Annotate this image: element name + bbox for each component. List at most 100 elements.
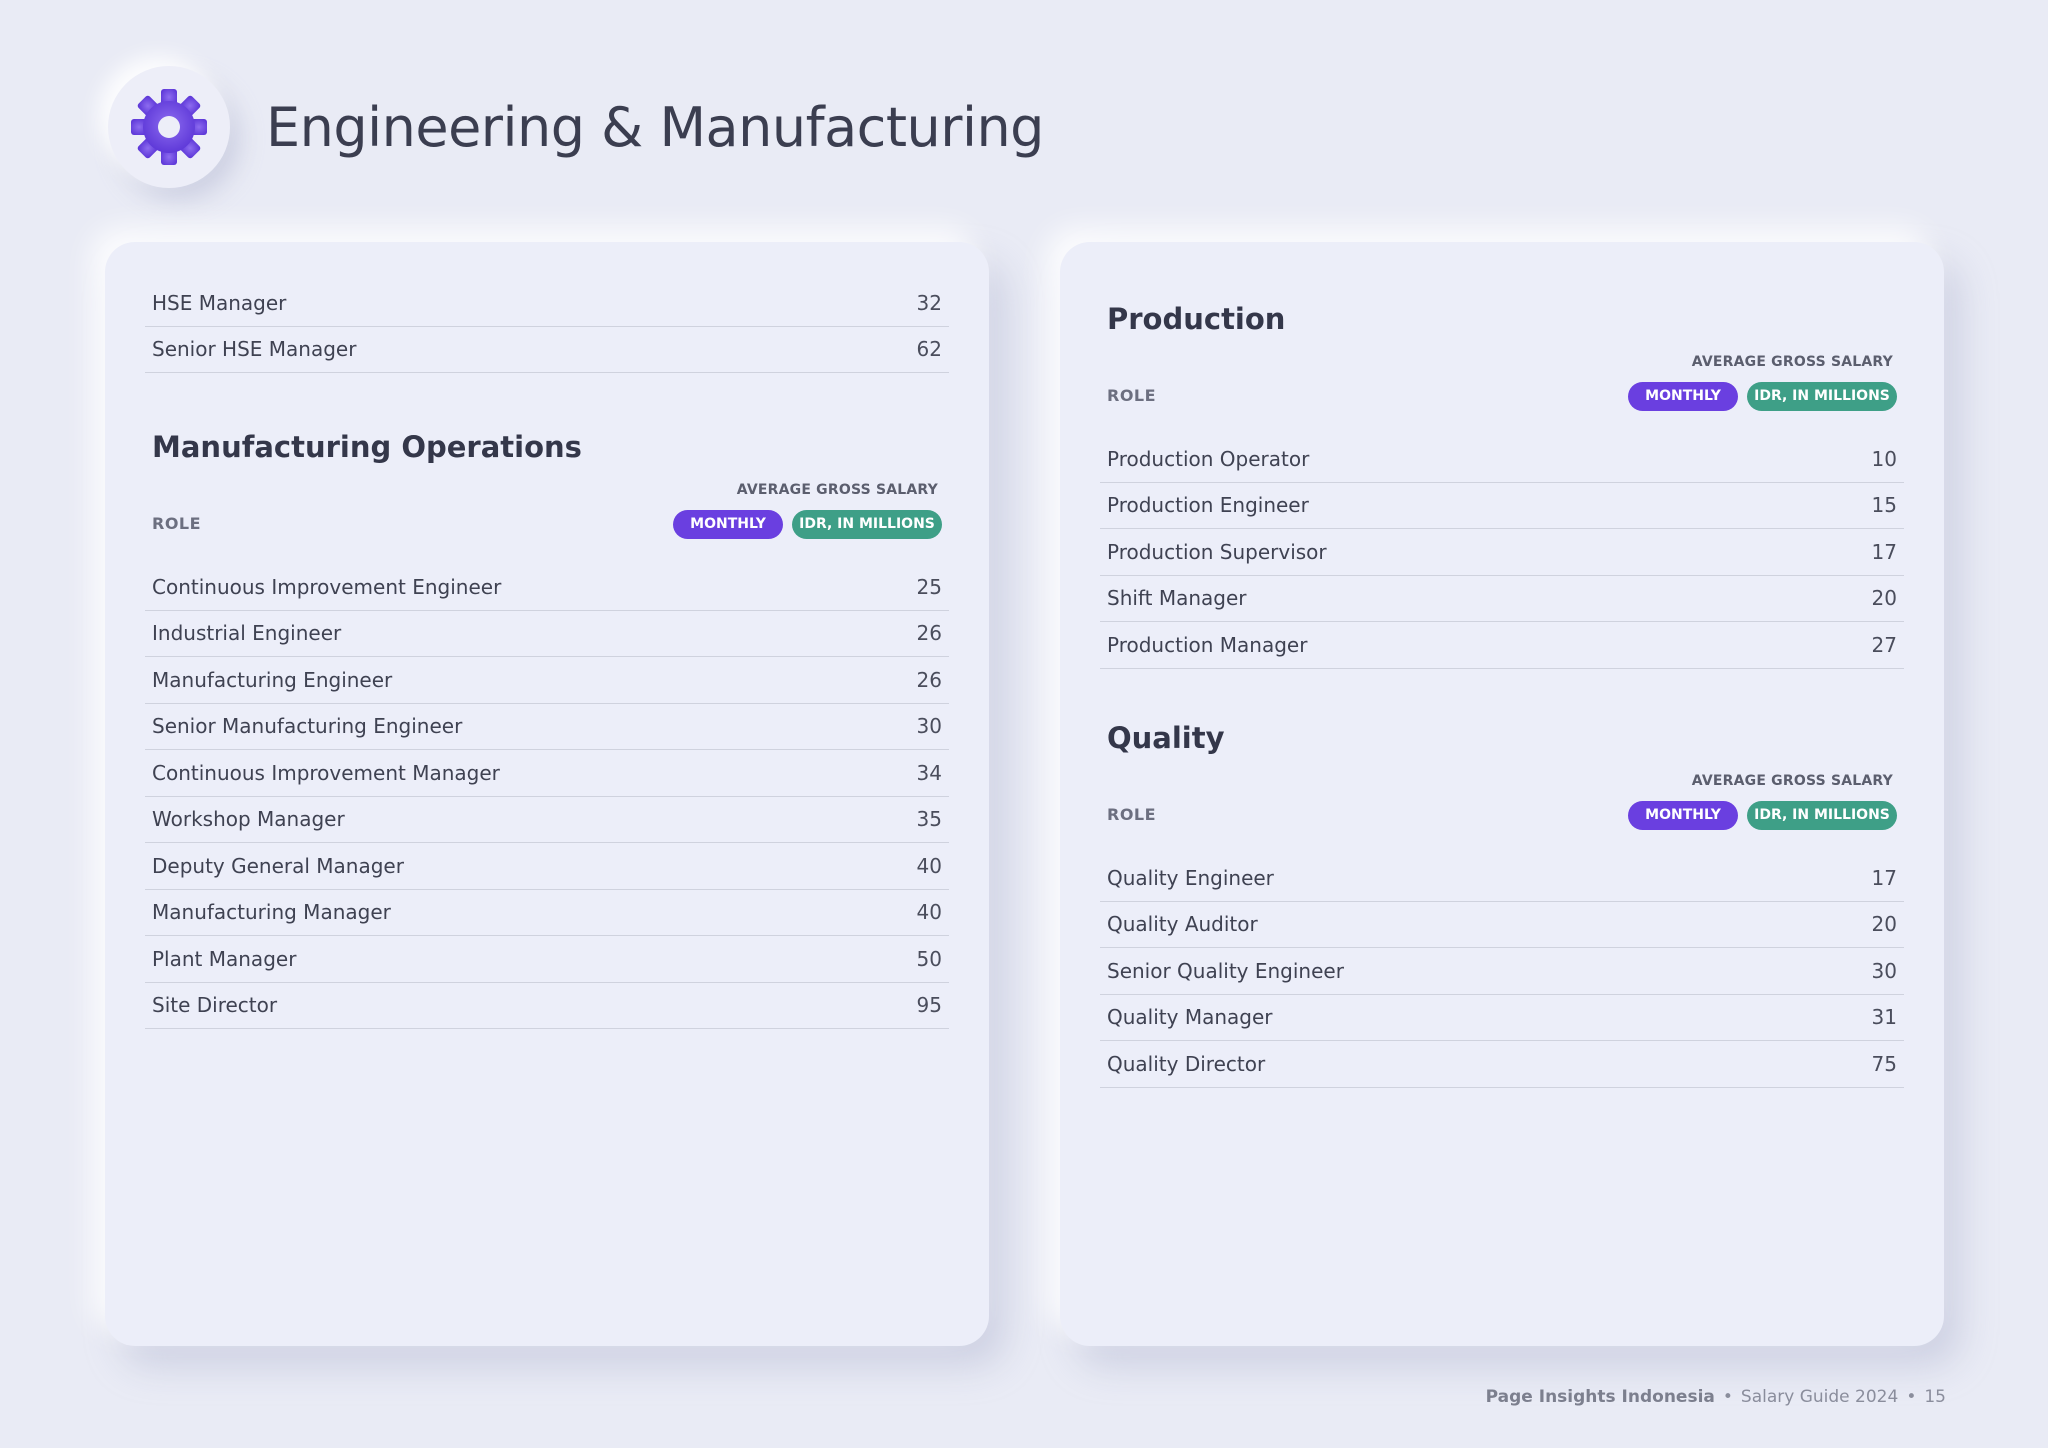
salary-cell: 15 [1871,493,1897,518]
table-header: ROLE AVERAGE GROSS SALARY MONTHLY IDR, I… [1100,354,1904,436]
role-cell: Senior Manufacturing Engineer [152,714,463,739]
table-row: Quality Auditor 20 [1100,902,1904,948]
table-row: Workshop Manager 35 [145,797,949,843]
table-row: Deputy General Manager 40 [145,843,949,890]
table-row: Continuous Improvement Manager 34 [145,750,949,797]
salary-cell: 32 [916,290,942,315]
salary-cell: 95 [916,993,942,1018]
table-row: Quality Manager 31 [1100,995,1904,1041]
role-cell: Workshop Manager [152,807,345,832]
table-row: Industrial Engineer 26 [145,611,949,657]
currency-badge: IDR, IN MILLIONS [1747,382,1897,411]
manufacturing-section: Manufacturing Operations ROLE AVERAGE GR… [145,430,949,1029]
role-cell: Continuous Improvement Engineer [152,574,502,599]
page-header: Engineering & Manufacturing [108,66,1044,188]
section-title: Quality [1107,721,1225,755]
salary-cell: 40 [916,853,942,878]
table-row: Production Operator 10 [1100,436,1904,483]
salary-cell: 35 [916,807,942,832]
role-column-header: ROLE [152,514,202,533]
role-cell: Site Director [152,993,278,1018]
salary-cell: 27 [1871,632,1897,657]
table-row: Senior Manufacturing Engineer 30 [145,704,949,750]
salary-column-header: AVERAGE GROSS SALARY [1691,354,1893,370]
gear-icon [131,89,207,165]
role-cell: Quality Director [1107,1051,1266,1076]
badge-group: MONTHLY IDR, IN MILLIONS [673,510,942,539]
table-row: Production Supervisor 17 [1100,529,1904,576]
monthly-badge: MONTHLY [673,510,783,539]
badge-group: MONTHLY IDR, IN MILLIONS [1628,801,1897,830]
table-row: Manufacturing Manager 40 [145,890,949,936]
role-cell: Senior HSE Manager [152,337,357,362]
quality-rows: Quality Engineer 17 Quality Auditor 20 Sen… [1100,855,1904,1088]
table-row: Quality Engineer 17 [1100,855,1904,902]
role-cell: Quality Auditor [1107,912,1258,937]
salary-cell: 26 [916,667,942,692]
left-card: HSE Manager 32 Senior HSE Manager 62 Man… [105,242,989,1346]
right-card: Production ROLE AVERAGE GROSS SALARY MON… [1060,242,1944,1346]
role-cell: Shift Manager [1107,586,1247,611]
manufacturing-rows: Continuous Improvement Engineer 25 Indust… [145,564,949,1029]
salary-cell: 20 [1871,586,1897,611]
footer-separator: • [1906,1387,1917,1407]
role-column-header: ROLE [1107,386,1157,405]
role-cell: Quality Manager [1107,1005,1273,1030]
table-row: Senior HSE Manager 62 [145,327,949,373]
badge-group: MONTHLY IDR, IN MILLIONS [1628,382,1897,411]
page-title: Engineering & Manufacturing [266,95,1044,159]
salary-cell: 30 [916,714,942,739]
salary-cell: 17 [1871,865,1897,890]
salary-cell: 40 [916,900,942,925]
salary-cell: 10 [1871,446,1897,471]
salary-cell: 20 [1871,912,1897,937]
role-cell: Deputy General Manager [152,853,404,878]
page-number: 15 [1924,1387,1946,1407]
table-header: ROLE AVERAGE GROSS SALARY MONTHLY IDR, I… [145,482,949,564]
role-cell: Manufacturing Manager [152,900,391,925]
salary-column-header: AVERAGE GROSS SALARY [736,482,938,498]
table-row: Production Engineer 15 [1100,483,1904,529]
monthly-badge: MONTHLY [1628,801,1738,830]
quality-section: Quality ROLE AVERAGE GROSS SALARY MONTHL… [1100,721,1904,1088]
footer-separator: • [1722,1387,1733,1407]
currency-badge: IDR, IN MILLIONS [1747,801,1897,830]
salary-cell: 26 [916,621,942,646]
salary-column-header: AVERAGE GROSS SALARY [1691,773,1893,789]
salary-cell: 31 [1871,1005,1897,1030]
salary-cell: 75 [1871,1051,1897,1076]
table-row: Continuous Improvement Engineer 25 [145,564,949,611]
role-cell: Production Engineer [1107,493,1309,518]
monthly-badge: MONTHLY [1628,382,1738,411]
hse-table: HSE Manager 32 Senior HSE Manager 62 [145,280,949,373]
salary-cell: 30 [1871,958,1897,983]
role-cell: Production Operator [1107,446,1310,471]
role-cell: HSE Manager [152,290,287,315]
role-cell: Plant Manager [152,946,297,971]
role-cell: Production Manager [1107,632,1308,657]
table-row: Senior Quality Engineer 30 [1100,948,1904,995]
role-cell: Continuous Improvement Manager [152,760,500,785]
table-row: Production Manager 27 [1100,622,1904,669]
page-footer: Page Insights Indonesia • Salary Guide 202… [1486,1387,1946,1407]
production-section: Production ROLE AVERAGE GROSS SALARY MON… [1100,302,1904,669]
table-row: Shift Manager 20 [1100,576,1904,622]
role-cell: Industrial Engineer [152,621,342,646]
section-title: Manufacturing Operations [152,430,582,464]
gear-badge [108,66,230,188]
section-title: Production [1107,302,1286,336]
table-row: Site Director 95 [145,983,949,1029]
salary-cell: 25 [916,574,942,599]
table-row: Manufacturing Engineer 26 [145,657,949,704]
salary-cell: 34 [916,760,942,785]
role-cell: Quality Engineer [1107,865,1274,890]
footer-brand: Page Insights Indonesia [1485,1387,1715,1407]
role-column-header: ROLE [1107,805,1157,824]
role-cell: Senior Quality Engineer [1107,958,1344,983]
table-row: Quality Director 75 [1100,1041,1904,1088]
role-cell: Manufacturing Engineer [152,667,393,692]
table-header: ROLE AVERAGE GROSS SALARY MONTHLY IDR, I… [1100,773,1904,855]
salary-cell: 17 [1871,539,1897,564]
salary-cell: 50 [916,946,942,971]
production-rows: Production Operator 10 Production Enginee… [1100,436,1904,669]
